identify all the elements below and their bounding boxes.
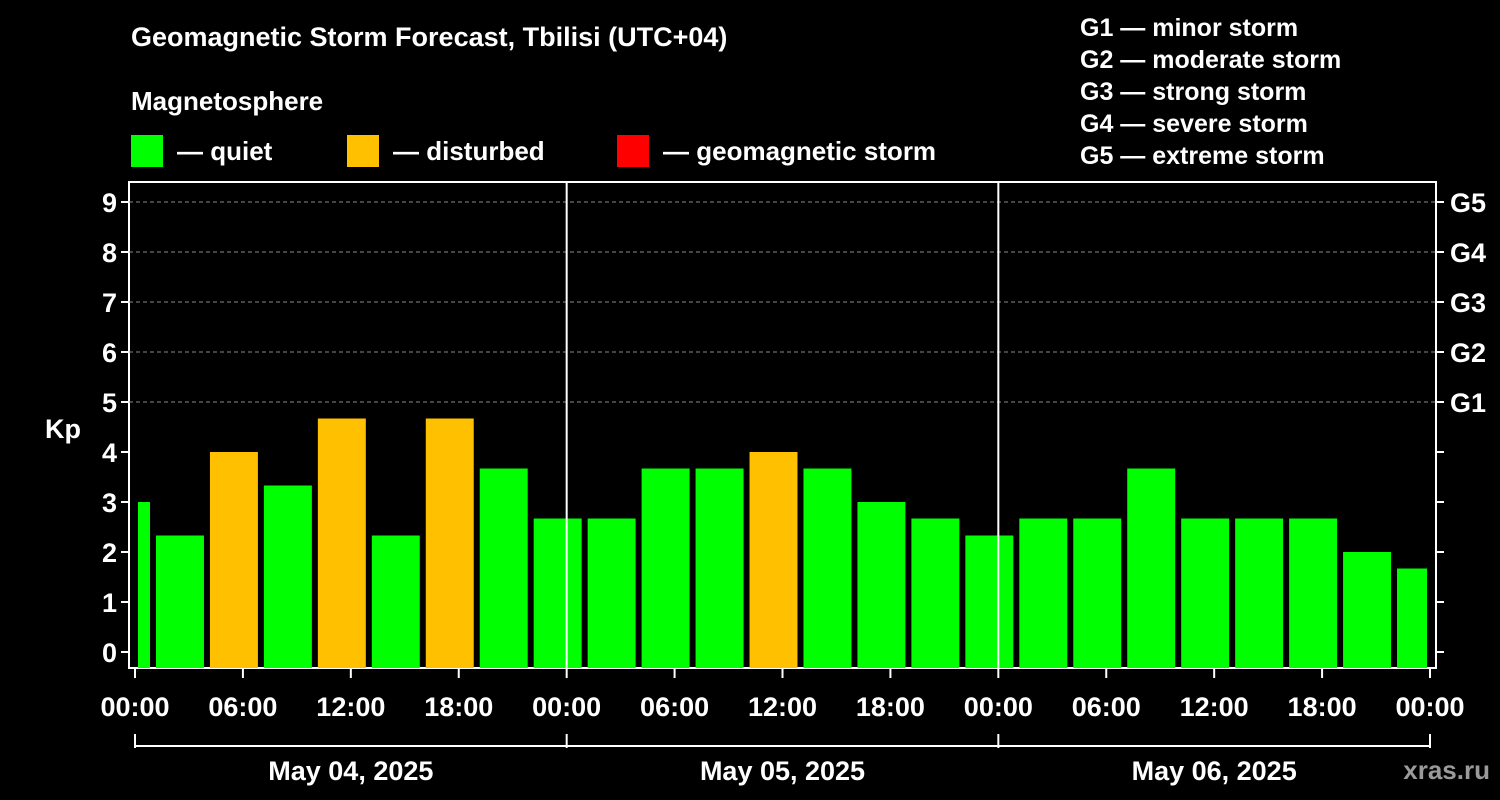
legend-label-quiet: — quiet <box>177 135 273 166</box>
kp-bar <box>317 418 366 668</box>
x-tick-label: 00:00 <box>532 692 601 722</box>
kp-bar <box>911 518 960 668</box>
storm-scale-g1: G1 — minor storm <box>1080 14 1299 42</box>
y-tick-label: 0 <box>102 638 117 668</box>
y-tick-label: 2 <box>102 538 117 568</box>
y-tick-label: 6 <box>102 338 117 368</box>
kp-bar <box>1019 518 1068 668</box>
kp-bar <box>695 468 744 668</box>
watermark: xras.ru <box>1403 755 1490 785</box>
kp-bar <box>371 535 420 668</box>
kp-bar <box>803 468 852 668</box>
y-tick-label: 9 <box>102 188 117 218</box>
y-tick-label: 4 <box>102 438 117 468</box>
kp-bar <box>749 452 798 668</box>
kp-bar <box>1289 518 1338 668</box>
storm-level-label: G5 <box>1450 188 1486 218</box>
legend-swatch-disturbed <box>347 135 379 167</box>
storm-level-label: G1 <box>1450 388 1486 418</box>
legend-item-quiet: — quiet <box>131 134 272 168</box>
chart-title: Geomagnetic Storm Forecast, Tbilisi (UTC… <box>131 22 728 52</box>
storm-scale-g5: G5 — extreme storm <box>1080 142 1325 170</box>
legend-item-disturbed: — disturbed <box>347 134 545 168</box>
kp-bar <box>1343 552 1392 668</box>
legend-label-disturbed: — disturbed <box>393 135 545 166</box>
legend-swatch-quiet <box>131 135 163 167</box>
x-tick-label: 12:00 <box>1180 692 1249 722</box>
kp-bar <box>479 468 528 668</box>
y-tick-label: 8 <box>102 238 117 268</box>
legend-item-storm: — geomagnetic storm <box>617 134 936 168</box>
kp-bar <box>425 418 474 668</box>
x-tick-label: 06:00 <box>208 692 277 722</box>
y-tick-label: 7 <box>102 288 117 318</box>
x-tick-label: 06:00 <box>1072 692 1141 722</box>
kp-bar <box>1235 518 1284 668</box>
legend-label-storm: — geomagnetic storm <box>663 135 937 166</box>
x-tick-label: 00:00 <box>964 692 1033 722</box>
x-tick-label: 00:00 <box>1395 692 1464 722</box>
kp-bar <box>857 502 906 668</box>
y-tick-label: 1 <box>102 588 117 618</box>
storm-scale-g4: G4 — severe storm <box>1080 110 1308 138</box>
kp-bar <box>1181 518 1230 668</box>
y-tick-label: 3 <box>102 488 117 518</box>
kp-bar <box>263 485 312 668</box>
x-tick-label: 18:00 <box>1288 692 1357 722</box>
legend-swatch-storm <box>617 135 649 167</box>
x-tick-label: 12:00 <box>316 692 385 722</box>
chart-subtitle: Magnetosphere <box>131 86 324 116</box>
storm-scale-g2: G2 — moderate storm <box>1080 46 1342 74</box>
kp-bar <box>1073 518 1122 668</box>
y-axis-label: Kp <box>45 414 81 444</box>
storm-level-label: G2 <box>1450 338 1486 368</box>
kp-bar <box>138 502 150 668</box>
storm-level-label: G4 <box>1450 238 1486 268</box>
x-tick-label: 18:00 <box>424 692 493 722</box>
day-label: May 05, 2025 <box>700 756 865 786</box>
day-label: May 04, 2025 <box>268 756 433 786</box>
kp-bar <box>155 535 204 668</box>
y-tick-label: 5 <box>102 388 117 418</box>
x-tick-label: 12:00 <box>748 692 817 722</box>
kp-bar <box>1397 568 1427 668</box>
storm-level-label: G3 <box>1450 288 1486 318</box>
kp-bar <box>641 468 690 668</box>
kp-bar <box>587 518 636 668</box>
day-label: May 06, 2025 <box>1132 756 1297 786</box>
kp-bar <box>209 452 258 668</box>
x-tick-label: 00:00 <box>100 692 169 722</box>
storm-scale-g3: G3 — strong storm <box>1080 78 1307 106</box>
kp-bar <box>533 518 582 668</box>
x-tick-label: 18:00 <box>856 692 925 722</box>
x-tick-label: 06:00 <box>640 692 709 722</box>
kp-bar <box>965 535 1014 668</box>
kp-bar <box>1127 468 1176 668</box>
